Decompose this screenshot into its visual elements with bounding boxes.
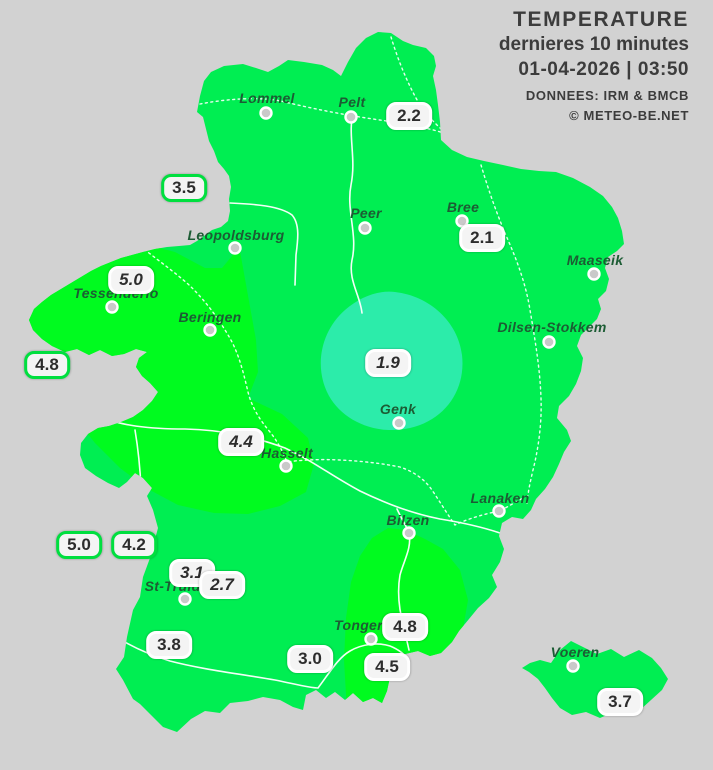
city-dot-pelt: [344, 110, 358, 124]
river-dommel-line: [349, 116, 363, 314]
city-dot-tongeren: [364, 632, 378, 646]
city-label-lanaken: Lanaken: [470, 490, 530, 506]
city-label-bilzen: Bilzen: [386, 512, 430, 528]
city-dot-lanaken: [492, 504, 506, 518]
data-source: DONNEES: IRM & BMCB: [525, 88, 689, 103]
river-demer-bilzen-line: [396, 508, 411, 651]
city-label-lommel: Lommel: [239, 90, 295, 106]
site-credit: © METEO-BE.NET: [569, 108, 689, 123]
city-label-hasselt: Hasselt: [261, 445, 313, 461]
city-label-beringen: Beringen: [178, 309, 242, 325]
temp-badge-south-1: 3.8: [146, 631, 192, 659]
temp-badge-tongeren: 4.8: [382, 613, 428, 641]
map-header: TEMPERATURE dernieres 10 minutes 01-04-2…: [499, 8, 689, 123]
city-label-leopoldsburg: Leopoldsburg: [187, 227, 285, 243]
boundary-north-line: [199, 97, 484, 159]
city-label-dilsen-stokkem: Dilsen-Stokkem: [497, 319, 607, 335]
temp-badge-southwest-1: 5.0: [56, 531, 102, 559]
city-label-bree: Bree: [446, 199, 480, 215]
temp-badge-genk-coldspot: 1.9: [365, 349, 411, 377]
page-title: TEMPERATURE: [513, 8, 689, 31]
city-dot-dilsen-stokkem: [542, 335, 556, 349]
temp-badge-west: 4.8: [24, 351, 70, 379]
temp-badge-bree: 2.1: [459, 224, 505, 252]
city-dot-tessenderlo: [105, 300, 119, 314]
city-label-maaseik: Maaseik: [566, 252, 624, 268]
city-dot-st-truiden: [178, 592, 192, 606]
city-dot-peer: [358, 221, 372, 235]
canal-branch-north-line: [229, 202, 299, 286]
boundary-central-line: [139, 245, 524, 526]
city-dot-leopoldsburg: [228, 241, 242, 255]
albert-canal-line: [94, 414, 513, 546]
city-dot-bilzen: [402, 526, 416, 540]
city-dot-maaseik: [587, 267, 601, 281]
city-dots: [105, 106, 601, 673]
city-dot-genk: [392, 416, 406, 430]
city-dot-lommel: [259, 106, 273, 120]
temp-badge-tessenderlo: 5.0: [108, 266, 154, 294]
temp-badge-hasselt: 4.4: [218, 428, 264, 456]
city-label-peer: Peer: [350, 205, 382, 221]
city-dot-beringen: [203, 323, 217, 337]
city-dot-voeren: [566, 659, 580, 673]
city-label-pelt: Pelt: [338, 94, 366, 110]
date-time: 01-04-2026 | 03:50: [518, 59, 689, 80]
temp-badge-northwest: 3.5: [161, 174, 207, 202]
city-dot-hasselt: [279, 459, 293, 473]
river-jeker-line: [94, 621, 410, 689]
temp-badge-south-2: 3.0: [287, 645, 333, 673]
page-subtitle: dernieres 10 minutes: [498, 34, 689, 55]
temp-badge-st-truiden-2: 2.7: [199, 571, 245, 599]
temp-badge-voeren: 3.7: [597, 688, 643, 716]
temp-badge-south-3: 4.5: [364, 653, 410, 681]
city-label-voeren: Voeren: [550, 644, 600, 660]
temp-badge-pelt: 2.2: [386, 102, 432, 130]
temp-badge-southwest-2: 4.2: [111, 531, 157, 559]
city-label-genk: Genk: [379, 401, 417, 417]
